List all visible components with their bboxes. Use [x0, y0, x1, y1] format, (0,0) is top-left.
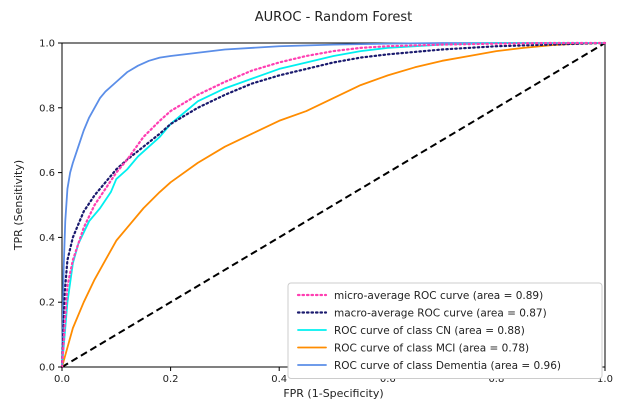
- chance-diagonal-layer: [61, 42, 606, 368]
- series-line-4: [61, 42, 606, 368]
- legend-label: ROC curve of class MCI (area = 0.78): [334, 342, 529, 354]
- x-axis-label: FPR (1-Specificity): [283, 387, 383, 400]
- legend-label: ROC curve of class Dementia (area = 0.96…: [334, 360, 561, 372]
- series-line-3: [61, 42, 606, 368]
- y-tick-label: 1.0: [39, 39, 55, 50]
- legend-box: [287, 282, 603, 379]
- y-tick-label: 0.6: [39, 168, 55, 179]
- y-axis-label: TPR (Sensitivity): [12, 160, 25, 251]
- legend-label: ROC curve of class CN (area = 0.88): [334, 325, 525, 337]
- series-line-2: [61, 42, 606, 368]
- x-tick-label: 0.0: [54, 374, 70, 385]
- y-tick-label: 0.4: [39, 233, 55, 244]
- chart-title: AUROC - Random Forest: [255, 10, 413, 25]
- x-tick-label: 1.0: [597, 374, 613, 385]
- x-tick-label: 0.4: [271, 374, 287, 385]
- legend-label: macro-average ROC curve (area = 0.87): [334, 307, 547, 319]
- chance-diagonal-line: [61, 42, 606, 368]
- x-tick-label: 0.8: [488, 374, 504, 385]
- series-line-0: [60, 41, 607, 369]
- legend: micro-average ROC curve (area = 0.89) mac…: [287, 282, 603, 379]
- series-layer: [60, 41, 607, 369]
- legend-label: micro-average ROC curve (area = 0.89): [334, 290, 543, 302]
- x-tick-label: 0.6: [380, 374, 396, 385]
- y-tick-label: 0.8: [39, 103, 55, 114]
- y-tick-label: 0.0: [39, 363, 55, 374]
- y-tick-label: 0.2: [39, 298, 55, 309]
- series-line-1: [60, 41, 607, 369]
- x-tick-label: 0.2: [163, 374, 179, 385]
